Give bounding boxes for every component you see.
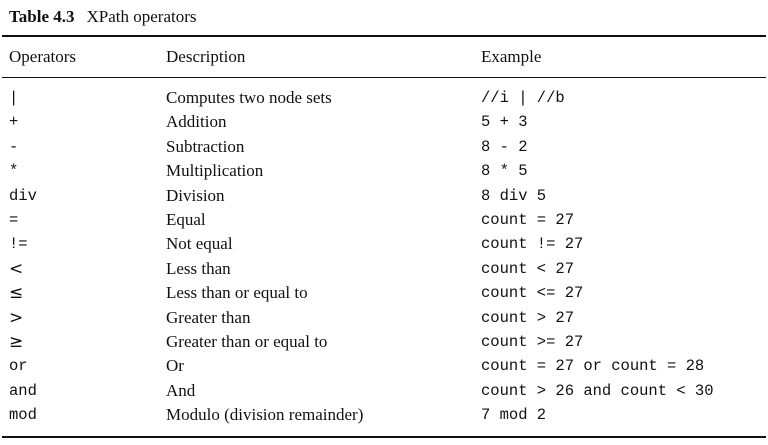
example-cell: count > 27 — [481, 308, 575, 327]
example-cell: 8 * 5 — [481, 162, 528, 181]
table-header: Operators Description Example — [0, 44, 768, 70]
operator-cell: and — [9, 381, 37, 400]
description-cell: Multiplication — [166, 161, 264, 181]
description-cell: Modulo (division remainder) — [166, 405, 364, 425]
example-cell: count <= 27 — [481, 284, 584, 303]
bottom-rule — [2, 436, 766, 438]
operator-cell: ≥ — [9, 331, 24, 352]
table-row: ≥ Greater than or equal to count >= 27 — [0, 330, 768, 354]
description-cell: Equal — [166, 209, 206, 229]
operator-cell: != — [9, 235, 28, 254]
operator-cell: * — [9, 162, 19, 181]
operator-cell: mod — [9, 406, 37, 425]
example-cell: count > 26 and count < 30 — [481, 381, 714, 400]
header-operators: Operators — [9, 47, 77, 66]
description-cell: Not equal — [166, 234, 233, 254]
top-rule — [2, 35, 766, 37]
table-row: div Division 8 div 5 — [0, 184, 768, 208]
table-row: != Not equal count != 27 — [0, 232, 768, 256]
table-body: | Computes two node sets //i | //b + Add… — [0, 86, 768, 427]
header-description: Description — [166, 47, 246, 66]
description-cell: Less than — [166, 258, 231, 278]
table-title: XPath operators — [86, 7, 197, 26]
operator-cell: or — [9, 357, 28, 376]
table-caption: Table 4.3 XPath operators — [9, 7, 197, 27]
table-row: or Or count = 27 or count = 28 — [0, 354, 768, 378]
table-number: Table 4.3 — [9, 7, 75, 26]
example-cell: 8 div 5 — [481, 186, 547, 205]
operator-cell: > — [9, 307, 24, 328]
description-cell: Addition — [166, 112, 227, 132]
example-cell: count = 27 or count = 28 — [481, 357, 705, 376]
table-row: - Subtraction 8 - 2 — [0, 135, 768, 159]
header-rule — [2, 77, 766, 78]
description-cell: Greater than — [166, 307, 251, 327]
operator-cell: - — [9, 137, 19, 156]
example-cell: count != 27 — [481, 235, 584, 254]
operator-cell: < — [9, 258, 24, 279]
table-row: + Addition 5 + 3 — [0, 110, 768, 134]
operator-cell: ≤ — [9, 283, 24, 304]
example-cell: 5 + 3 — [481, 113, 528, 132]
table-row: = Equal count = 27 — [0, 208, 768, 232]
table-row: > Greater than count > 27 — [0, 306, 768, 330]
header-example: Example — [481, 47, 542, 66]
example-cell: 8 - 2 — [481, 137, 528, 156]
table-row: ≤ Less than or equal to count <= 27 — [0, 281, 768, 305]
table-row: | Computes two node sets //i | //b — [0, 86, 768, 110]
table-row: * Multiplication 8 * 5 — [0, 159, 768, 183]
operator-cell: | — [9, 89, 19, 107]
table-row: < Less than count < 27 — [0, 257, 768, 281]
description-cell: Computes two node sets — [166, 88, 332, 107]
example-cell: count < 27 — [481, 259, 575, 278]
example-cell: //i | //b — [481, 89, 565, 107]
description-cell: Subtraction — [166, 136, 245, 156]
table-row: mod Modulo (division remainder) 7 mod 2 — [0, 403, 768, 427]
operator-cell: div — [9, 186, 37, 205]
table-row: and And count > 26 and count < 30 — [0, 379, 768, 403]
example-cell: count >= 27 — [481, 332, 584, 351]
description-cell: Greater than or equal to — [166, 331, 328, 351]
example-cell: count = 27 — [481, 210, 575, 229]
example-cell: 7 mod 2 — [481, 406, 547, 425]
description-cell: Division — [166, 185, 225, 205]
description-cell: Less than or equal to — [166, 283, 308, 303]
operator-cell: = — [9, 210, 19, 229]
description-cell: Or — [166, 356, 184, 376]
operator-cell: + — [9, 113, 19, 132]
description-cell: And — [166, 380, 196, 400]
